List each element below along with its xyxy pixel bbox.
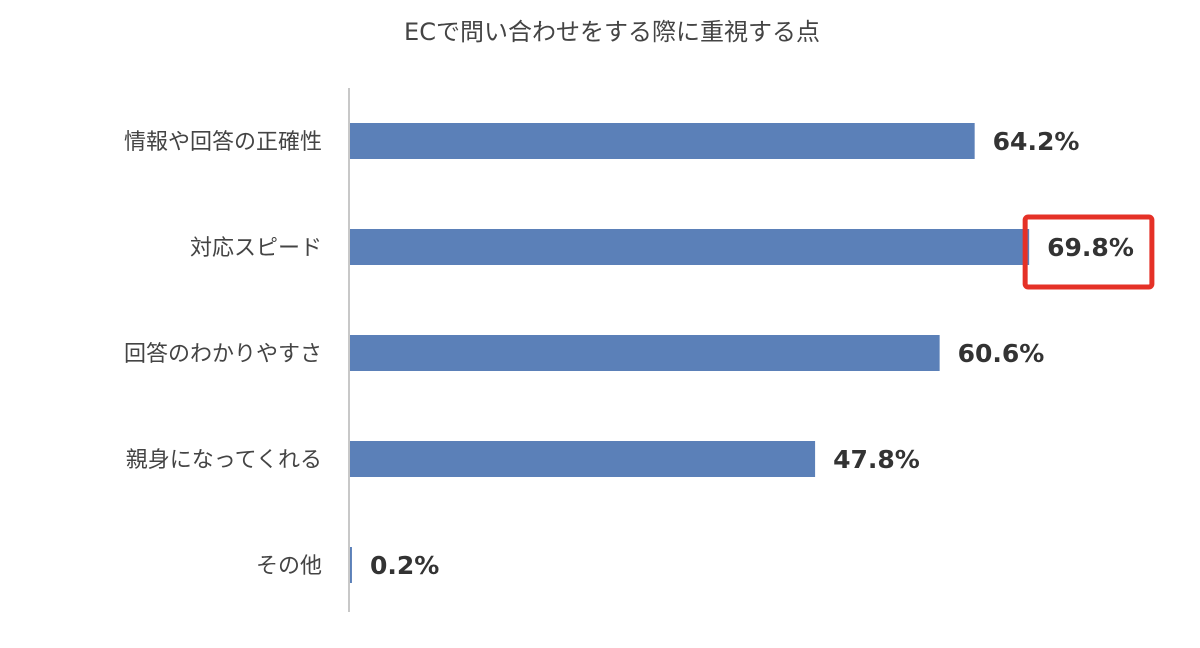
bars-layer: 情報や回答の正確性 64.2% 対応スピード 69.8% 回答のわかりやすさ 60.6% 親… (124, 123, 1155, 583)
bar (350, 123, 975, 159)
category-label: 対応スピード (190, 236, 322, 261)
bar (350, 441, 816, 477)
category-label: その他 (256, 554, 322, 579)
value-label: 60.6% (958, 339, 1045, 368)
value-label: 47.8% (833, 445, 920, 474)
bar (350, 229, 1030, 265)
highlight-box (1022, 214, 1155, 290)
value-label: 0.2% (370, 551, 439, 580)
bar (350, 335, 940, 371)
value-label: 69.8% (1047, 233, 1134, 262)
category-label: 情報や回答の正確性 (124, 130, 322, 155)
category-label: 親身になってくれる (126, 448, 322, 473)
value-label: 64.2% (993, 127, 1080, 156)
category-label: 回答のわかりやすさ (124, 342, 322, 367)
chart-title: ECで問い合わせをする際に重視する点 (404, 18, 820, 46)
bar (350, 547, 352, 583)
